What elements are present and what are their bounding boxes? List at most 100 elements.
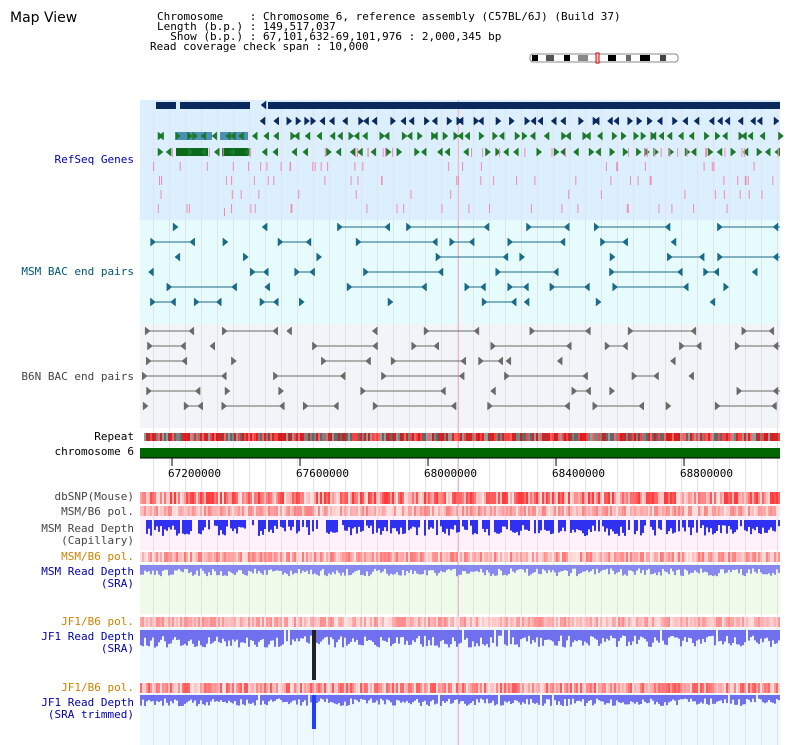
jf1-b6-pol-heat-cell [730,683,732,693]
jf1-b6-pol-heat-cell [206,617,208,627]
msm-sra-depth-bar [776,565,778,570]
msm-sra-depth-bar [636,565,638,571]
msm-b6-pol-heat-cell [160,552,162,562]
grid-line [617,100,618,745]
refseq-tick [660,148,662,157]
jf1-b6-pol-heat-cell [682,617,684,627]
msm-capillary-depth-bar [604,520,606,532]
dbsnp-heat-cell [668,492,670,504]
jf1-b6-pol-heat-cell [386,683,388,693]
msm-read-depth-capillary-label[interactable]: MSM Read Depth (Capillary) [41,522,134,547]
gene-arrow [747,131,754,141]
msm-b6-pol-heat-cell [286,552,288,562]
jf1-trim-depth-bar [260,695,262,705]
jf1-b6-pol-heat-cell [526,683,528,693]
msm-b6-pol-heat-cell [280,552,282,562]
msm-b6-pol-label-2[interactable]: MSM/B6 pol. [61,550,134,563]
grid-line [745,100,746,745]
jf1-b6-pol-heat-cell [466,683,468,693]
msm-sra-depth-bar [340,565,342,576]
jf1-trim-depth-bar [502,695,504,706]
jf1-b6-pol-label-1[interactable]: JF1/B6 pol. [61,615,134,628]
msm-b6-pol-heat-cell [446,506,448,516]
jf1-b6-pol-heat-cell [192,617,194,627]
jf1-read-depth-sra-label[interactable]: JF1 Read Depth (SRA) [41,630,134,655]
jf1-sra-depth-bar [300,630,302,639]
jf1-b6-pol-heat-cell [412,617,414,627]
msm-bac-end-arrow [170,297,176,307]
jf1-trim-depth-bar [458,695,460,704]
jf1-b6-pol-heat-cell [378,683,380,693]
msm-sra-depth-bar [498,565,500,569]
msm-bac-end-arrow [682,282,689,292]
repeat-segment [422,433,424,441]
jf1-b6-pol-heat-cell [676,617,678,627]
repeat-segment [178,433,180,441]
msm-b6-pol-heat-cell [202,552,204,562]
dbsnp-heat-cell [424,492,426,504]
jf1-sra-depth-bar [680,630,682,647]
msm-capillary-depth-bar [466,520,468,530]
msm-bac-end-arrow [612,282,619,292]
msm-capillary-depth-bar [550,520,552,535]
jf1-b6-pol-heat-cell [736,683,738,693]
msm-read-depth-sra-label[interactable]: MSM Read Depth (SRA) [41,565,134,590]
dbsnp-heat-cell [578,492,580,504]
b6n-bac-label[interactable]: B6N BAC end pairs [21,370,134,383]
gene-arrow [310,116,317,126]
dbsnp-heat-cell [242,492,244,504]
jf1-b6-pol-heat-cell [606,617,608,627]
msm-b6-pol-heat-cell [260,506,262,516]
jf1-b6-pol-heat-cell [552,617,554,627]
msm-b6-pol-heat-cell [206,506,208,516]
jf1-sra-depth-bar [326,630,328,637]
msm-capillary-depth-bar [634,520,636,535]
gene-arrow [585,131,591,141]
msm-capillary-depth-bar [416,520,418,536]
msm-capillary-depth-bar [330,520,332,532]
msm-sra-depth-bar [422,565,424,574]
msm-sra-depth-bar [470,565,472,572]
jf1-read-depth-trimmed-label[interactable]: JF1 Read Depth (SRA trimmed) [41,696,134,721]
msm-bac-label[interactable]: MSM BAC end pairs [21,265,134,278]
jf1-b6-pol-heat-cell [698,617,700,627]
dbsnp-heat-cell [698,492,700,504]
repeat-segment [498,433,500,441]
jf1-sra-depth-bar [604,630,606,642]
dbsnp-heat-cell [430,492,432,504]
dbsnp-heat-cell [644,492,646,504]
msm-capillary-depth-bar [482,520,484,529]
b6n-bac-end-arrow [142,371,148,381]
msm-b6-pol-label-1[interactable]: MSM/B6 pol. [61,505,134,518]
jf1-sra-depth-bar [644,630,646,639]
msm-b6-pol-heat-cell [460,552,462,562]
jf1-b6-pol-heat-cell [414,683,416,693]
refseq-genes-label[interactable]: RefSeq Genes [54,153,134,166]
msm-sra-depth-bar [750,565,752,574]
dbsnp-label[interactable]: dbSNP(Mouse) [54,490,134,503]
msm-sra-depth-bar [610,565,612,569]
msm-b6-pol-heat-cell [494,506,496,516]
msm-b6-pol-heat-cell [242,506,244,516]
refseq-tick [382,148,384,157]
chromosome-ideogram[interactable] [528,52,682,64]
jf1-b6-pol-label-2[interactable]: JF1/B6 pol. [61,681,134,694]
msm-b6-pol-heat-cell [752,552,754,562]
jf1-b6-pol-heat-cell [148,617,150,627]
jf1-b6-pol-heat-cell [518,617,520,627]
msm-capillary-depth-bar [292,520,294,527]
repeat-segment [282,433,284,441]
refseq-tick [551,148,553,157]
msm-sra-depth-bar [346,565,348,569]
msm-capillary-depth-bar [752,520,754,529]
msm-sra-depth-bar [408,565,410,573]
dbsnp-heat-cell [446,492,448,504]
jf1-trim-depth-bar [616,695,618,701]
msm-b6-pol-heat-cell [276,506,278,516]
jf1-trim-depth-bar [278,695,280,699]
jf1-b6-pol-heat-cell [276,683,278,693]
jf1-trim-depth-bar [386,695,388,700]
msm-sra-depth-bar [516,565,518,571]
msm-capillary-depth-bar [524,520,526,530]
